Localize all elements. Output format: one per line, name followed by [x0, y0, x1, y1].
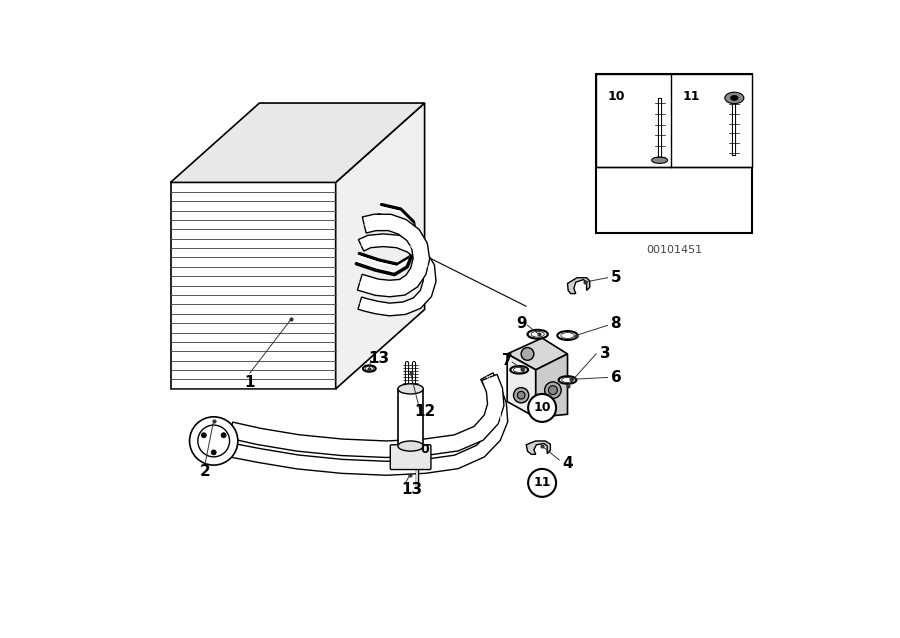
FancyBboxPatch shape: [391, 445, 431, 470]
Text: 8: 8: [610, 316, 620, 331]
Ellipse shape: [365, 366, 374, 371]
Circle shape: [548, 386, 557, 394]
Polygon shape: [170, 182, 336, 389]
Text: 5: 5: [611, 271, 622, 285]
Text: 6: 6: [611, 370, 622, 385]
Circle shape: [528, 469, 556, 497]
Ellipse shape: [557, 331, 578, 340]
Circle shape: [198, 425, 230, 457]
Polygon shape: [568, 278, 590, 293]
Ellipse shape: [562, 378, 573, 382]
Bar: [596, 75, 752, 167]
Ellipse shape: [559, 376, 576, 384]
Text: 9: 9: [516, 316, 526, 331]
Text: 12: 12: [414, 404, 436, 419]
Text: 10: 10: [534, 401, 551, 415]
Polygon shape: [358, 234, 436, 316]
Polygon shape: [170, 103, 425, 182]
Text: 1: 1: [245, 375, 256, 390]
Text: 11: 11: [534, 477, 551, 489]
Circle shape: [544, 382, 562, 398]
Ellipse shape: [731, 96, 738, 100]
Polygon shape: [526, 441, 551, 454]
Circle shape: [518, 392, 525, 399]
Polygon shape: [230, 375, 504, 457]
Text: 13: 13: [368, 351, 390, 366]
Circle shape: [221, 433, 226, 438]
Ellipse shape: [561, 332, 574, 338]
Circle shape: [212, 450, 216, 455]
Polygon shape: [336, 103, 425, 389]
Text: 00101451: 00101451: [646, 245, 702, 255]
Polygon shape: [398, 389, 423, 446]
Ellipse shape: [724, 93, 744, 103]
Text: 2: 2: [200, 464, 211, 479]
Polygon shape: [536, 354, 568, 417]
Circle shape: [528, 394, 556, 422]
Text: 7: 7: [502, 353, 512, 367]
Ellipse shape: [514, 367, 525, 373]
Ellipse shape: [363, 366, 375, 372]
Text: 4: 4: [562, 456, 572, 471]
Polygon shape: [508, 354, 536, 417]
Circle shape: [190, 417, 238, 465]
Circle shape: [514, 388, 529, 403]
Text: 3: 3: [600, 346, 611, 362]
Ellipse shape: [398, 384, 423, 394]
Text: 10: 10: [608, 91, 625, 103]
Polygon shape: [508, 338, 568, 370]
Polygon shape: [225, 373, 508, 475]
Ellipse shape: [527, 330, 548, 339]
Ellipse shape: [398, 441, 423, 451]
Bar: [596, 75, 752, 234]
Ellipse shape: [531, 331, 544, 337]
Ellipse shape: [510, 366, 528, 374]
Text: 13: 13: [401, 482, 422, 497]
Polygon shape: [357, 214, 429, 297]
Ellipse shape: [652, 157, 668, 163]
Text: 0: 0: [420, 443, 429, 456]
Circle shape: [521, 348, 534, 360]
Circle shape: [202, 433, 206, 438]
Text: 11: 11: [682, 91, 699, 103]
